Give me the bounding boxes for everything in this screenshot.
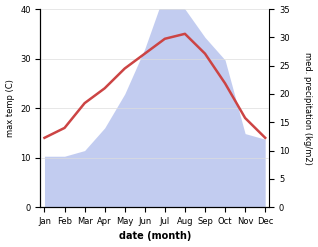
Y-axis label: max temp (C): max temp (C) (5, 79, 15, 137)
X-axis label: date (month): date (month) (119, 231, 191, 242)
Y-axis label: med. precipitation (kg/m2): med. precipitation (kg/m2) (303, 52, 313, 165)
